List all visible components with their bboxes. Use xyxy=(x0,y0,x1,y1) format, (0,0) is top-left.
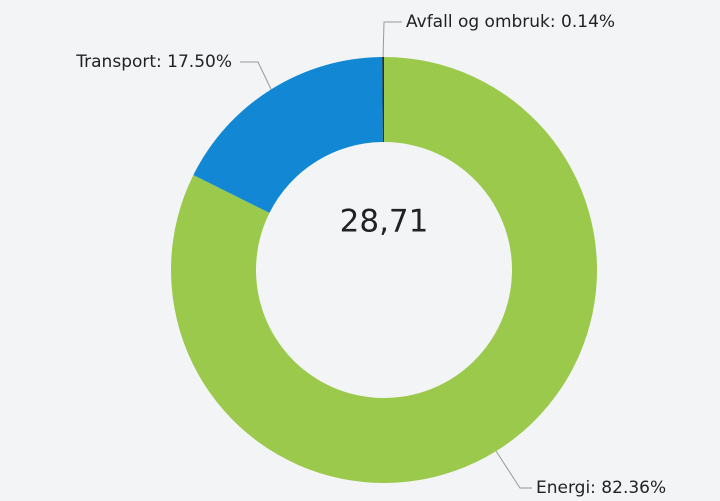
slice-label: Transport: 17.50% xyxy=(75,52,232,72)
leader-line xyxy=(240,61,272,90)
donut-slice xyxy=(382,57,384,143)
donut-slice xyxy=(171,57,597,484)
donut-slice xyxy=(193,57,383,213)
slice-label: Avfall og ombruk: 0.14% xyxy=(406,12,615,32)
leader-line xyxy=(382,21,402,58)
center-label: 28,71 xyxy=(340,204,429,240)
leader-line xyxy=(495,450,532,489)
slice-label: Energi: 82.36% xyxy=(536,478,666,498)
